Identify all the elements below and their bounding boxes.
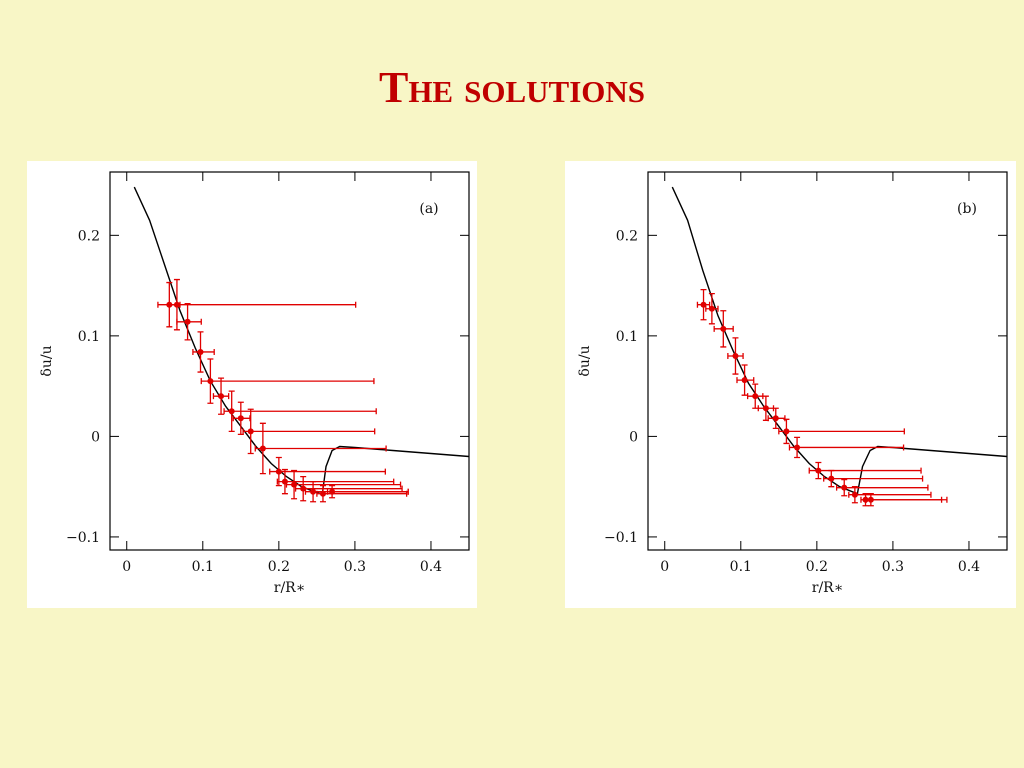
x-tick-label: 0.2: [806, 559, 828, 575]
x-tick-label: 0: [122, 559, 131, 575]
data-point: [851, 491, 858, 498]
data-point: [732, 352, 739, 359]
data-point: [207, 378, 214, 385]
chart-panel: 0 0.1 0.2 0.3 0.4 −0.1 0 0.1 0.2 r/R∗ δu/u (a): [27, 161, 477, 608]
x-error-bar: [269, 468, 386, 475]
data-point: [173, 301, 180, 308]
data-point: [329, 488, 336, 495]
data-point: [218, 393, 225, 400]
x-error-bar: [326, 488, 409, 495]
data-point: [794, 444, 801, 451]
data-point: [259, 445, 266, 452]
annotation: (a): [419, 201, 438, 217]
x-error-bar: [200, 378, 375, 385]
y-tick-label: 0.2: [78, 228, 100, 244]
x-error-bar: [254, 445, 387, 452]
data-point: [828, 475, 835, 482]
data-point: [197, 348, 204, 355]
chart-panel: 0 0.1 0.2 0.3 0.4 −0.1 0 0.1 0.2 r/R∗ δu/u (b): [565, 161, 1016, 608]
x-tick-label: 0.1: [192, 559, 214, 575]
x-error-bar: [848, 491, 932, 498]
data-point: [752, 393, 759, 400]
y-tick-label: 0: [629, 429, 638, 445]
data-point: [237, 415, 244, 422]
data-point: [841, 484, 848, 491]
plot-frame: [109, 171, 470, 551]
data-point: [720, 325, 727, 332]
y-tick-label: −0.1: [604, 530, 638, 546]
y-tick-label: 0.1: [616, 329, 638, 345]
y-tick-label: −0.1: [66, 530, 100, 546]
data-point: [741, 377, 748, 384]
data-point: [184, 318, 191, 325]
x-error-bar: [242, 428, 376, 435]
data-point: [247, 428, 254, 435]
x-tick-label: 0.3: [344, 559, 366, 575]
data-point: [783, 428, 790, 435]
x-error-bar: [285, 481, 402, 488]
y-tick-label: 0: [91, 429, 100, 445]
x-error-bar: [835, 484, 929, 491]
data-point: [700, 301, 707, 308]
x-tick-label: 0: [660, 559, 669, 575]
data-point: [862, 496, 869, 503]
x-tick-label: 0.2: [268, 559, 290, 575]
data-point: [300, 485, 307, 492]
x-error-bar: [276, 478, 395, 485]
x-tick-label: 0.3: [882, 559, 904, 575]
x-error-bar: [778, 428, 905, 435]
y-axis-label: δu/u: [39, 345, 55, 376]
data-point: [319, 490, 326, 497]
y-tick-label: 0.1: [78, 329, 100, 345]
x-tick-label: 0.4: [420, 559, 442, 575]
data-point: [815, 467, 822, 474]
data-point: [762, 405, 769, 412]
x-error-bar: [788, 444, 905, 451]
x-axis-label: r/R∗: [812, 580, 843, 596]
slide-title: The solutions: [378, 63, 646, 112]
data-point: [867, 496, 874, 503]
data-point: [310, 488, 317, 495]
data-point: [275, 468, 282, 475]
x-axis-label: r/R∗: [274, 580, 305, 596]
x-tick-label: 0.1: [730, 559, 752, 575]
data-point: [772, 415, 779, 422]
data-point: [708, 305, 715, 312]
x-error-bar: [223, 408, 377, 415]
x-error-bar: [168, 301, 357, 308]
y-tick-label: 0.2: [616, 228, 638, 244]
x-error-bar: [823, 475, 924, 482]
y-axis-label: δu/u: [577, 345, 593, 376]
x-error-bar: [192, 348, 215, 355]
x-error-bar: [808, 467, 922, 474]
x-error-bar: [865, 496, 948, 503]
model-curve: [671, 186, 1008, 496]
plot-frame: [647, 171, 1008, 551]
x-tick-label: 0.4: [958, 559, 980, 575]
annotation: (b): [957, 201, 977, 217]
data-point: [228, 408, 235, 415]
